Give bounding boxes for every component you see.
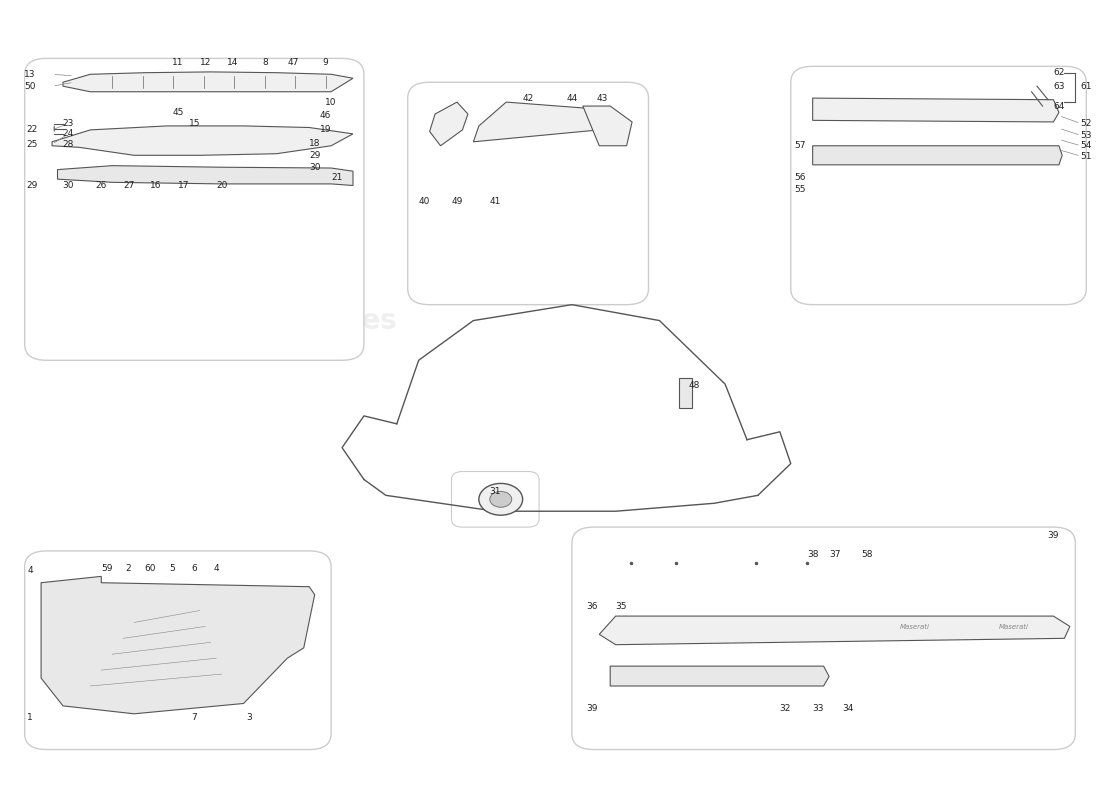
Polygon shape [63,72,353,92]
Text: 42: 42 [522,94,534,102]
Text: 22: 22 [26,126,39,134]
Text: 26: 26 [96,181,107,190]
Text: 30: 30 [309,162,320,172]
Text: 12: 12 [199,58,211,67]
Text: 1: 1 [28,714,33,722]
Text: 15: 15 [188,119,200,128]
Text: 38: 38 [807,550,818,559]
Text: 43: 43 [597,94,608,102]
Text: 47: 47 [287,58,298,67]
Text: 10: 10 [326,98,337,106]
Polygon shape [610,666,829,686]
Text: 52: 52 [1080,119,1092,128]
Text: 2: 2 [125,564,132,573]
Text: 45: 45 [173,108,184,117]
Text: 32: 32 [780,704,791,713]
Text: 6: 6 [191,564,197,573]
Text: 19: 19 [320,126,331,134]
FancyBboxPatch shape [24,58,364,360]
FancyBboxPatch shape [572,527,1076,750]
Text: 50: 50 [24,82,36,90]
Text: 44: 44 [566,94,578,102]
Text: eurospares: eurospares [681,561,857,589]
Text: 20: 20 [216,181,228,190]
Text: 36: 36 [586,602,597,611]
Text: 61: 61 [1080,82,1092,90]
Text: 11: 11 [172,58,184,67]
Text: 28: 28 [63,140,74,149]
Text: 4: 4 [28,566,33,575]
Text: 23: 23 [63,119,74,128]
Text: 54: 54 [1080,142,1092,150]
Text: 5: 5 [169,564,175,573]
Text: 9: 9 [322,58,329,67]
Text: 8: 8 [263,58,268,67]
Text: 64: 64 [1053,102,1065,110]
Text: 57: 57 [794,142,805,150]
Text: 13: 13 [24,70,36,78]
Text: 58: 58 [861,550,873,559]
Text: 34: 34 [842,704,854,713]
Text: 37: 37 [828,550,840,559]
Text: 41: 41 [490,197,500,206]
FancyBboxPatch shape [791,66,1087,305]
Text: 53: 53 [1080,131,1092,140]
Polygon shape [583,106,632,146]
Text: 27: 27 [123,181,134,190]
Text: Maserati: Maserati [999,624,1028,630]
Text: 18: 18 [309,139,320,148]
Text: 49: 49 [451,197,463,206]
Bar [679,378,692,408]
Text: 48: 48 [689,381,701,390]
Polygon shape [41,576,315,714]
Text: 21: 21 [331,173,342,182]
Text: 46: 46 [320,111,331,120]
Text: 29: 29 [309,151,320,160]
Text: 56: 56 [794,173,805,182]
Polygon shape [813,98,1059,122]
FancyBboxPatch shape [451,471,539,527]
Text: 55: 55 [794,185,805,194]
Text: 25: 25 [26,140,39,149]
Text: 39: 39 [1047,530,1059,539]
Text: 16: 16 [151,181,162,190]
FancyBboxPatch shape [408,82,649,305]
Text: 33: 33 [813,704,824,713]
Text: 40: 40 [418,197,430,206]
Text: 51: 51 [1080,152,1092,161]
Text: eurospares: eurospares [221,306,397,334]
Text: 4: 4 [213,564,219,573]
Text: Maserati: Maserati [900,624,931,630]
Polygon shape [52,126,353,155]
Text: 63: 63 [1053,82,1065,90]
Text: 24: 24 [63,130,74,138]
Text: 17: 17 [177,181,189,190]
Text: 59: 59 [101,564,112,573]
Polygon shape [430,102,468,146]
Polygon shape [473,102,610,142]
Text: 30: 30 [63,181,74,190]
FancyBboxPatch shape [24,551,331,750]
Circle shape [490,491,512,507]
Text: 60: 60 [145,564,156,573]
Text: 39: 39 [586,704,597,713]
Text: 62: 62 [1053,68,1065,77]
Polygon shape [813,146,1063,165]
Text: 3: 3 [246,714,252,722]
Circle shape [478,483,522,515]
Text: 7: 7 [191,714,197,722]
Polygon shape [600,616,1070,645]
Text: 14: 14 [227,58,239,67]
Text: 29: 29 [26,181,39,190]
Polygon shape [57,166,353,186]
Text: 35: 35 [615,602,627,611]
Text: 31: 31 [490,487,500,496]
